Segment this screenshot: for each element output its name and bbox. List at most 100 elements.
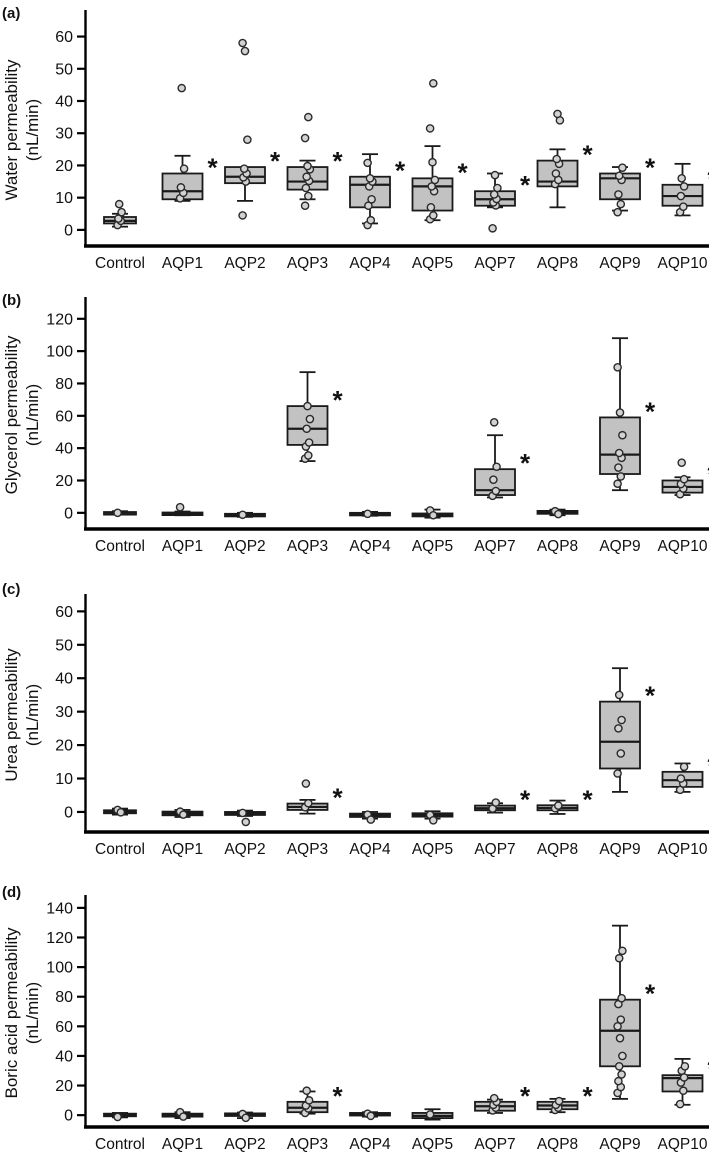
x-category-label: AQP4 xyxy=(349,841,391,858)
box-group-aqp9: * xyxy=(599,337,656,492)
data-point xyxy=(491,798,501,807)
data-point xyxy=(241,817,251,827)
x-category-label: AQP9 xyxy=(599,255,640,272)
data-point xyxy=(614,448,624,458)
data-point xyxy=(117,207,126,217)
data-point xyxy=(488,223,497,233)
x-category-label: AQP1 xyxy=(162,841,203,858)
box-group-aqp5 xyxy=(411,810,454,825)
box-group-aqp9: * xyxy=(599,924,656,1100)
data-point xyxy=(178,810,188,819)
data-point xyxy=(490,170,500,180)
data-point xyxy=(613,207,622,217)
y-tick-label: 40 xyxy=(55,671,73,688)
data-point xyxy=(113,508,122,518)
data-point xyxy=(114,199,124,209)
x-category-label: AQP5 xyxy=(412,255,453,272)
significance-asterisk: * xyxy=(645,153,656,183)
data-point xyxy=(613,769,622,778)
data-point xyxy=(676,191,686,201)
data-point xyxy=(616,1015,626,1024)
data-point xyxy=(365,174,375,183)
data-point xyxy=(428,157,437,167)
x-category-label: Control xyxy=(95,841,145,858)
data-point xyxy=(491,486,501,496)
data-point xyxy=(430,175,440,185)
data-point xyxy=(303,191,313,201)
x-category-label: AQP9 xyxy=(599,1136,640,1153)
x-category-label: AQP2 xyxy=(224,841,265,858)
significance-asterisk: * xyxy=(708,751,709,781)
data-point xyxy=(238,510,247,520)
panel-letter-b: (b) xyxy=(2,292,21,309)
significance-asterisk: * xyxy=(645,681,656,711)
box-group-aqp1 xyxy=(161,1107,204,1121)
box-group-aqp1 xyxy=(161,502,204,517)
x-category-label: AQP1 xyxy=(162,538,203,555)
data-point xyxy=(300,133,310,143)
y-tick-label: 10 xyxy=(55,190,73,207)
y-tick-label: 30 xyxy=(55,704,73,721)
data-point xyxy=(239,164,249,173)
box-group-aqp7: * xyxy=(474,785,531,815)
x-category-label: AQP1 xyxy=(162,255,203,272)
data-point xyxy=(113,1112,122,1122)
data-point xyxy=(618,946,627,956)
x-category-label: AQP5 xyxy=(412,538,453,555)
box-group-aqp7: * xyxy=(474,417,531,501)
x-category-label: AQP9 xyxy=(599,538,640,555)
x-category-label: AQP8 xyxy=(537,255,578,272)
significance-asterisk: * xyxy=(583,1081,594,1111)
data-point xyxy=(614,171,624,181)
box-group-aqp2 xyxy=(224,510,266,520)
box-group-aqp10: * xyxy=(661,1054,709,1109)
data-point xyxy=(618,1051,627,1061)
data-point xyxy=(616,749,626,758)
data-point xyxy=(178,1112,188,1121)
x-category-label: AQP2 xyxy=(224,1136,265,1153)
y-tick-label: 20 xyxy=(55,473,73,490)
significance-asterisk: * xyxy=(583,784,594,814)
box-group-aqp4 xyxy=(349,810,391,824)
x-category-label: AQP1 xyxy=(162,1136,203,1153)
data-point xyxy=(363,158,372,168)
data-point xyxy=(492,462,501,472)
y-tick-label: 60 xyxy=(55,604,73,621)
data-point xyxy=(677,174,687,183)
significance-asterisk: * xyxy=(583,140,594,170)
x-category-label: AQP7 xyxy=(474,255,515,272)
data-point xyxy=(676,774,686,783)
box-group-aqp5 xyxy=(411,1108,454,1121)
y-tick-label: 80 xyxy=(55,376,73,393)
data-point xyxy=(489,417,499,427)
significance-asterisk: * xyxy=(270,146,281,176)
data-point xyxy=(425,1110,435,1119)
data-point xyxy=(302,424,312,434)
x-category-label: AQP8 xyxy=(537,841,578,858)
panel-c: (c) 0 10 20 30 40 50 60 Urea permeability (nL/min… xyxy=(0,570,709,865)
data-point xyxy=(679,762,689,772)
significance-asterisk: * xyxy=(645,396,656,426)
x-category-label: AQP5 xyxy=(412,1136,453,1153)
x-category-label: AQP4 xyxy=(349,255,391,272)
data-point xyxy=(305,414,315,424)
significance-asterisk: * xyxy=(333,1081,344,1111)
data-point xyxy=(613,362,622,372)
x-category-label: AQP10 xyxy=(658,255,708,272)
box-group-aqp5 xyxy=(411,506,454,520)
significance-asterisk: * xyxy=(395,156,406,186)
y-axis-label: Urea permeability (nL/min) xyxy=(2,648,42,782)
box-group-aqp3: * xyxy=(286,371,344,463)
x-category-label: AQP8 xyxy=(537,538,578,555)
data-point xyxy=(680,1061,690,1071)
y-tick-label: 60 xyxy=(55,29,73,46)
x-category-label: AQP9 xyxy=(599,841,640,858)
data-point xyxy=(303,401,312,411)
data-point xyxy=(116,807,126,817)
y-tick-label: 50 xyxy=(55,61,73,78)
data-point xyxy=(300,201,310,211)
y-tick-label: 140 xyxy=(46,900,73,917)
box-group-aqp8 xyxy=(536,506,579,519)
data-point xyxy=(679,474,689,484)
